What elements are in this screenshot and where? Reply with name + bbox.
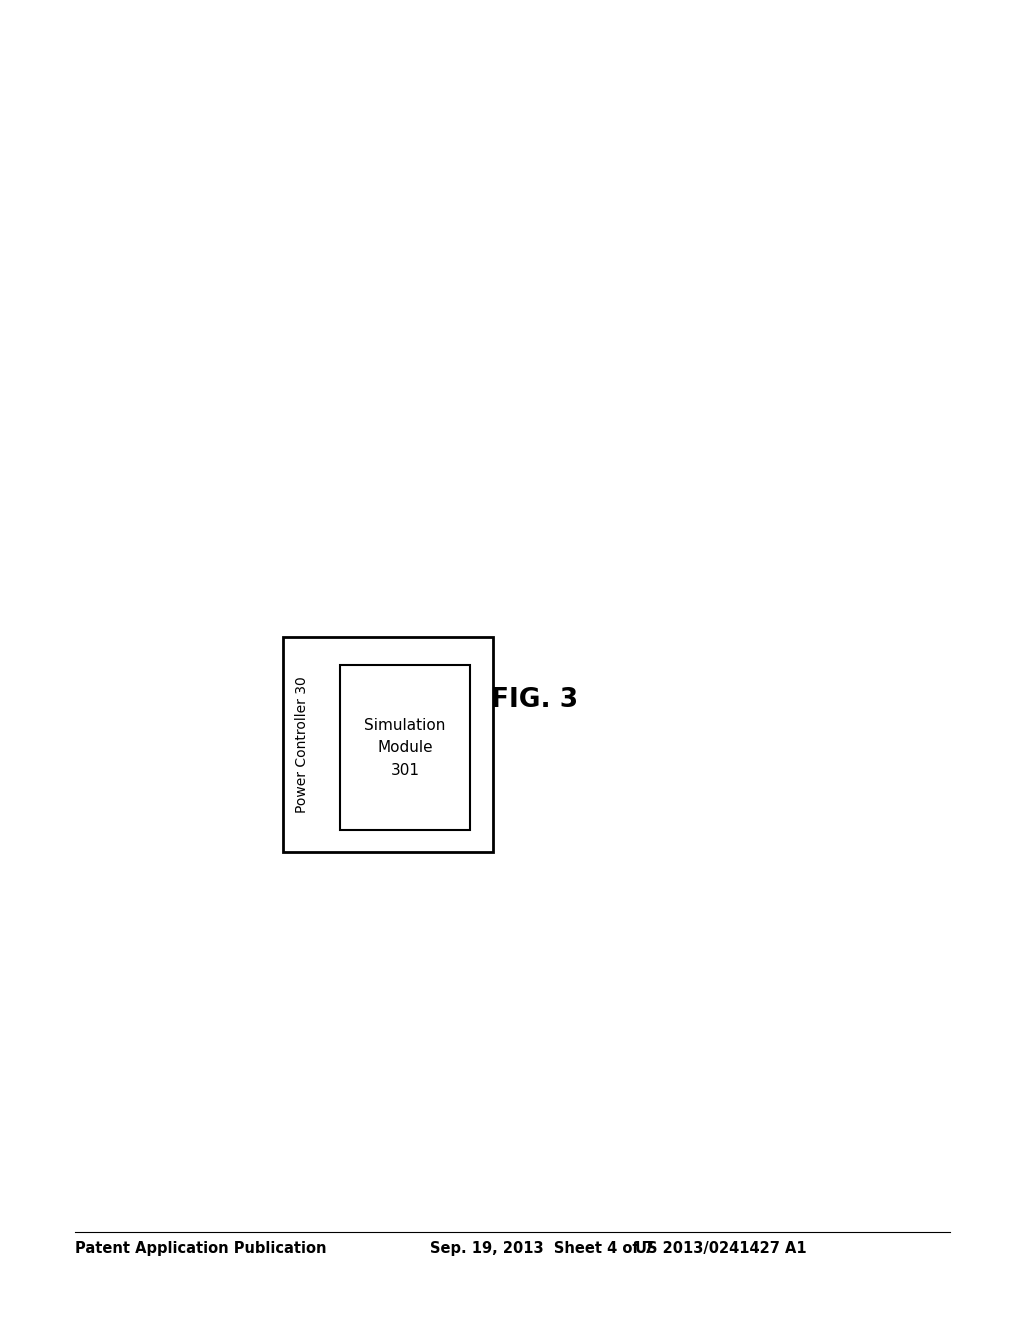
- Text: Sep. 19, 2013  Sheet 4 of 7: Sep. 19, 2013 Sheet 4 of 7: [430, 1241, 654, 1255]
- Text: Patent Application Publication: Patent Application Publication: [75, 1241, 327, 1255]
- Text: Power Controller 30: Power Controller 30: [295, 677, 309, 813]
- Text: Simulation
Module
301: Simulation Module 301: [365, 718, 445, 777]
- Bar: [283, 638, 493, 851]
- Text: FIG. 3: FIG. 3: [492, 686, 579, 713]
- Bar: [340, 665, 470, 830]
- Text: US 2013/0241427 A1: US 2013/0241427 A1: [635, 1241, 807, 1255]
